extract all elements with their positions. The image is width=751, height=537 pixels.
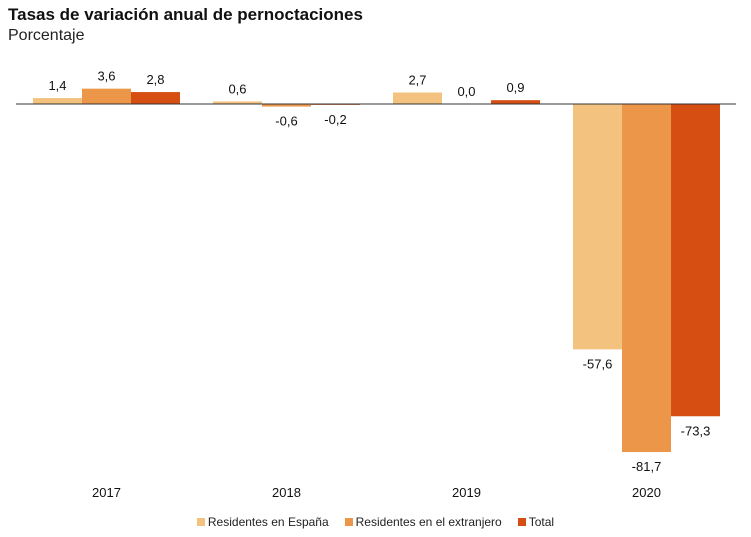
legend-swatch [196, 518, 205, 526]
bar [393, 92, 442, 104]
legend-item: Residentes en España [196, 515, 329, 529]
data-label: 0,9 [506, 80, 524, 95]
legend: Residentes en España Residentes en el ext… [0, 515, 751, 529]
x-tick-label: 2020 [632, 485, 661, 500]
bar [491, 100, 540, 104]
bar [82, 88, 131, 104]
data-label: -81,7 [632, 459, 662, 474]
bar [622, 104, 671, 453]
data-label: 2,8 [146, 72, 164, 87]
data-label: -0,2 [324, 112, 346, 127]
legend-label: Residentes en España [207, 515, 329, 529]
legend-swatch [344, 518, 353, 526]
data-label: -73,3 [681, 423, 711, 438]
data-label: -0,6 [275, 114, 297, 129]
bar [671, 104, 720, 417]
data-label: 0,0 [457, 84, 475, 99]
x-tick-label: 2018 [272, 485, 301, 500]
x-tick-label: 2019 [452, 485, 481, 500]
bar [213, 101, 262, 104]
bar [33, 98, 82, 104]
bar [131, 92, 180, 104]
legend-item: Total [517, 515, 555, 529]
chart-subtitle: Porcentaje [8, 27, 85, 44]
data-label: 2,7 [408, 72, 426, 87]
chart-title: Tasas de variación anual de pernoctacion… [8, 5, 363, 24]
bar [262, 104, 311, 107]
bar [573, 104, 622, 350]
data-label: 0,6 [228, 81, 246, 96]
data-label: -57,6 [583, 356, 613, 371]
legend-swatch [517, 518, 526, 526]
data-label: 1,4 [48, 78, 66, 93]
legend-label: Total [528, 515, 555, 529]
legend-item: Residentes en el extranjero [344, 515, 502, 529]
legend-label: Residentes en el extranjero [355, 515, 502, 529]
x-tick-label: 2017 [92, 485, 121, 500]
data-label: 3,6 [97, 69, 115, 84]
